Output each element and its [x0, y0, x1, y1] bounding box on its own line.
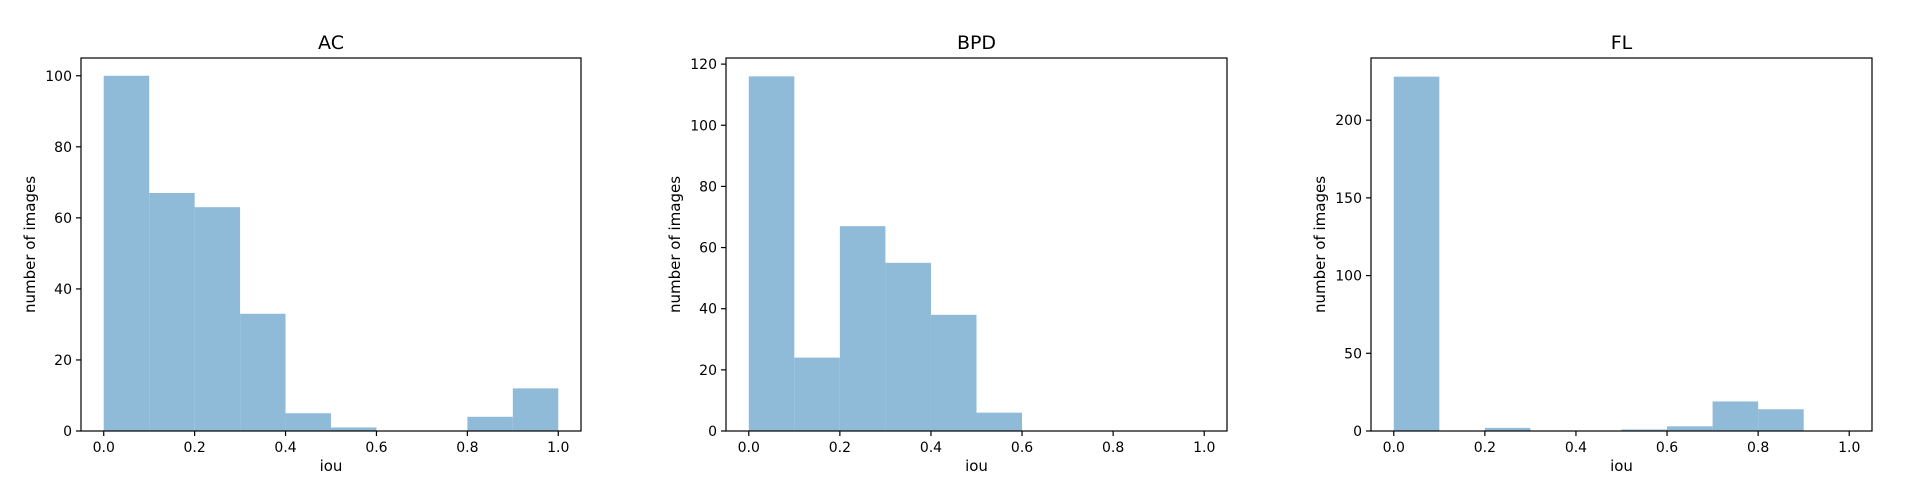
- histogram-bar: [331, 427, 377, 431]
- y-tick-label: 20: [699, 363, 717, 379]
- histogram-bar: [467, 416, 513, 431]
- x-axis-label: iou: [965, 457, 988, 475]
- histogram-bar: [240, 313, 286, 431]
- panel-fl: FL iou number of images 0.0 0.2 0.4 0.6 0.8 1…: [1311, 32, 1873, 475]
- x-tick-label: 1.0: [1193, 440, 1215, 456]
- y-tick-label: 0: [63, 424, 72, 440]
- histogram-bar: [194, 207, 241, 431]
- histogram-bar: [930, 314, 977, 431]
- plot-frame: [1370, 57, 1873, 432]
- x-tick-label: 1.0: [1838, 440, 1860, 456]
- x-tick-label: 0.2: [1474, 440, 1496, 456]
- y-tick-label: 100: [1335, 269, 1362, 285]
- histogram-bar: [794, 357, 840, 431]
- x-tick-label: 0.2: [829, 440, 851, 456]
- y-tick-label: 60: [54, 211, 72, 227]
- x-axis-label: iou: [320, 457, 343, 475]
- y-tick-label: 150: [1335, 191, 1362, 207]
- histogram-bar: [1621, 429, 1668, 431]
- histogram-bar: [976, 412, 1023, 431]
- y-axis-label: number of images: [21, 176, 39, 313]
- y-tick-label: 100: [690, 118, 717, 134]
- y-tick-label: 50: [1344, 346, 1362, 362]
- y-tick-label: 200: [1335, 113, 1362, 129]
- y-axis-label: number of images: [1311, 176, 1329, 313]
- histogram-bar: [1484, 427, 1531, 431]
- histogram-bar: [1393, 76, 1440, 432]
- histogram-bar: [1758, 409, 1804, 431]
- panel-ac: AC iou number of images 0.0 0.2 0.4 0.6 0.8 1…: [21, 32, 582, 475]
- histogram-bar: [885, 262, 931, 431]
- chart-title: FL: [1611, 32, 1633, 54]
- histogram-bar: [1667, 426, 1713, 431]
- x-tick-label: 0.6: [1656, 440, 1678, 456]
- chart-title: AC: [318, 32, 344, 54]
- y-tick-label: 20: [54, 353, 72, 369]
- x-tick-label: 0.4: [1565, 440, 1587, 456]
- histogram-bar: [839, 226, 886, 431]
- x-tick-label: 0.6: [365, 440, 387, 456]
- x-tick-label: 0.8: [1747, 440, 1769, 456]
- histogram-bar: [512, 388, 559, 431]
- y-tick-label: 80: [54, 140, 72, 156]
- x-axis-label: iou: [1610, 457, 1633, 475]
- y-tick-label: 0: [708, 424, 717, 440]
- y-tick-label: 0: [1353, 424, 1362, 440]
- y-tick-label: 60: [699, 241, 717, 257]
- y-tick-label: 80: [699, 179, 717, 195]
- x-tick-label: 0.4: [274, 440, 296, 456]
- x-tick-label: 1.0: [547, 440, 569, 456]
- y-tick-label: 40: [54, 282, 72, 298]
- y-tick-label: 120: [690, 57, 717, 73]
- x-tick-label: 0.4: [920, 440, 942, 456]
- x-tick-label: 0.0: [738, 440, 760, 456]
- histogram-bar: [1712, 401, 1759, 431]
- histogram-bar: [285, 413, 331, 431]
- x-tick-label: 0.0: [1383, 440, 1405, 456]
- panel-bpd: BPD iou number of images 0.0 0.2 0.4 0.6 0.8…: [666, 32, 1228, 475]
- x-tick-label: 0.6: [1011, 440, 1033, 456]
- x-tick-label: 0.0: [93, 440, 115, 456]
- histogram-bar: [748, 76, 795, 431]
- x-tick-label: 0.8: [456, 440, 478, 456]
- y-tick-label: 40: [699, 302, 717, 318]
- histogram-bar: [103, 75, 150, 431]
- chart-title: BPD: [957, 32, 996, 54]
- histogram-bar: [149, 192, 195, 431]
- y-axis-label: number of images: [666, 176, 684, 313]
- plot-frame: [80, 57, 582, 432]
- x-tick-label: 0.8: [1102, 440, 1124, 456]
- x-tick-label: 0.2: [184, 440, 206, 456]
- y-tick-label: 100: [45, 69, 72, 85]
- plot-frame: [725, 57, 1228, 432]
